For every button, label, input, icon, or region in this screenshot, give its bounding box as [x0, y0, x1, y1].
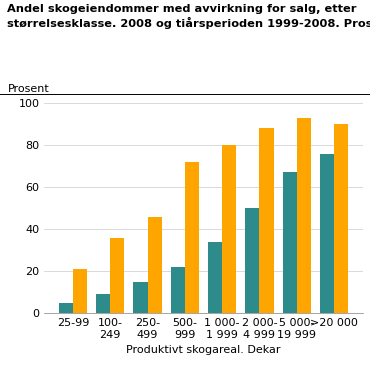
- Bar: [283, 172, 297, 313]
- Text: Andel skogeiendommer med avvirkning for salg, etter
størrelsesklasse. 2008 og ti: Andel skogeiendommer med avvirkning for …: [7, 4, 370, 29]
- Bar: [148, 217, 162, 313]
- Bar: [320, 154, 334, 313]
- Bar: [334, 124, 348, 313]
- Bar: [73, 269, 87, 313]
- Bar: [208, 242, 222, 313]
- Bar: [297, 118, 311, 313]
- Bar: [259, 128, 273, 313]
- Bar: [96, 294, 110, 313]
- Bar: [222, 145, 236, 313]
- Bar: [134, 282, 148, 313]
- Text: Prosent: Prosent: [7, 84, 49, 94]
- Bar: [185, 162, 199, 313]
- Bar: [110, 238, 124, 313]
- Bar: [59, 303, 73, 313]
- X-axis label: Produktivt skogareal. Dekar: Produktivt skogareal. Dekar: [126, 345, 281, 355]
- Bar: [245, 208, 259, 313]
- Bar: [171, 267, 185, 313]
